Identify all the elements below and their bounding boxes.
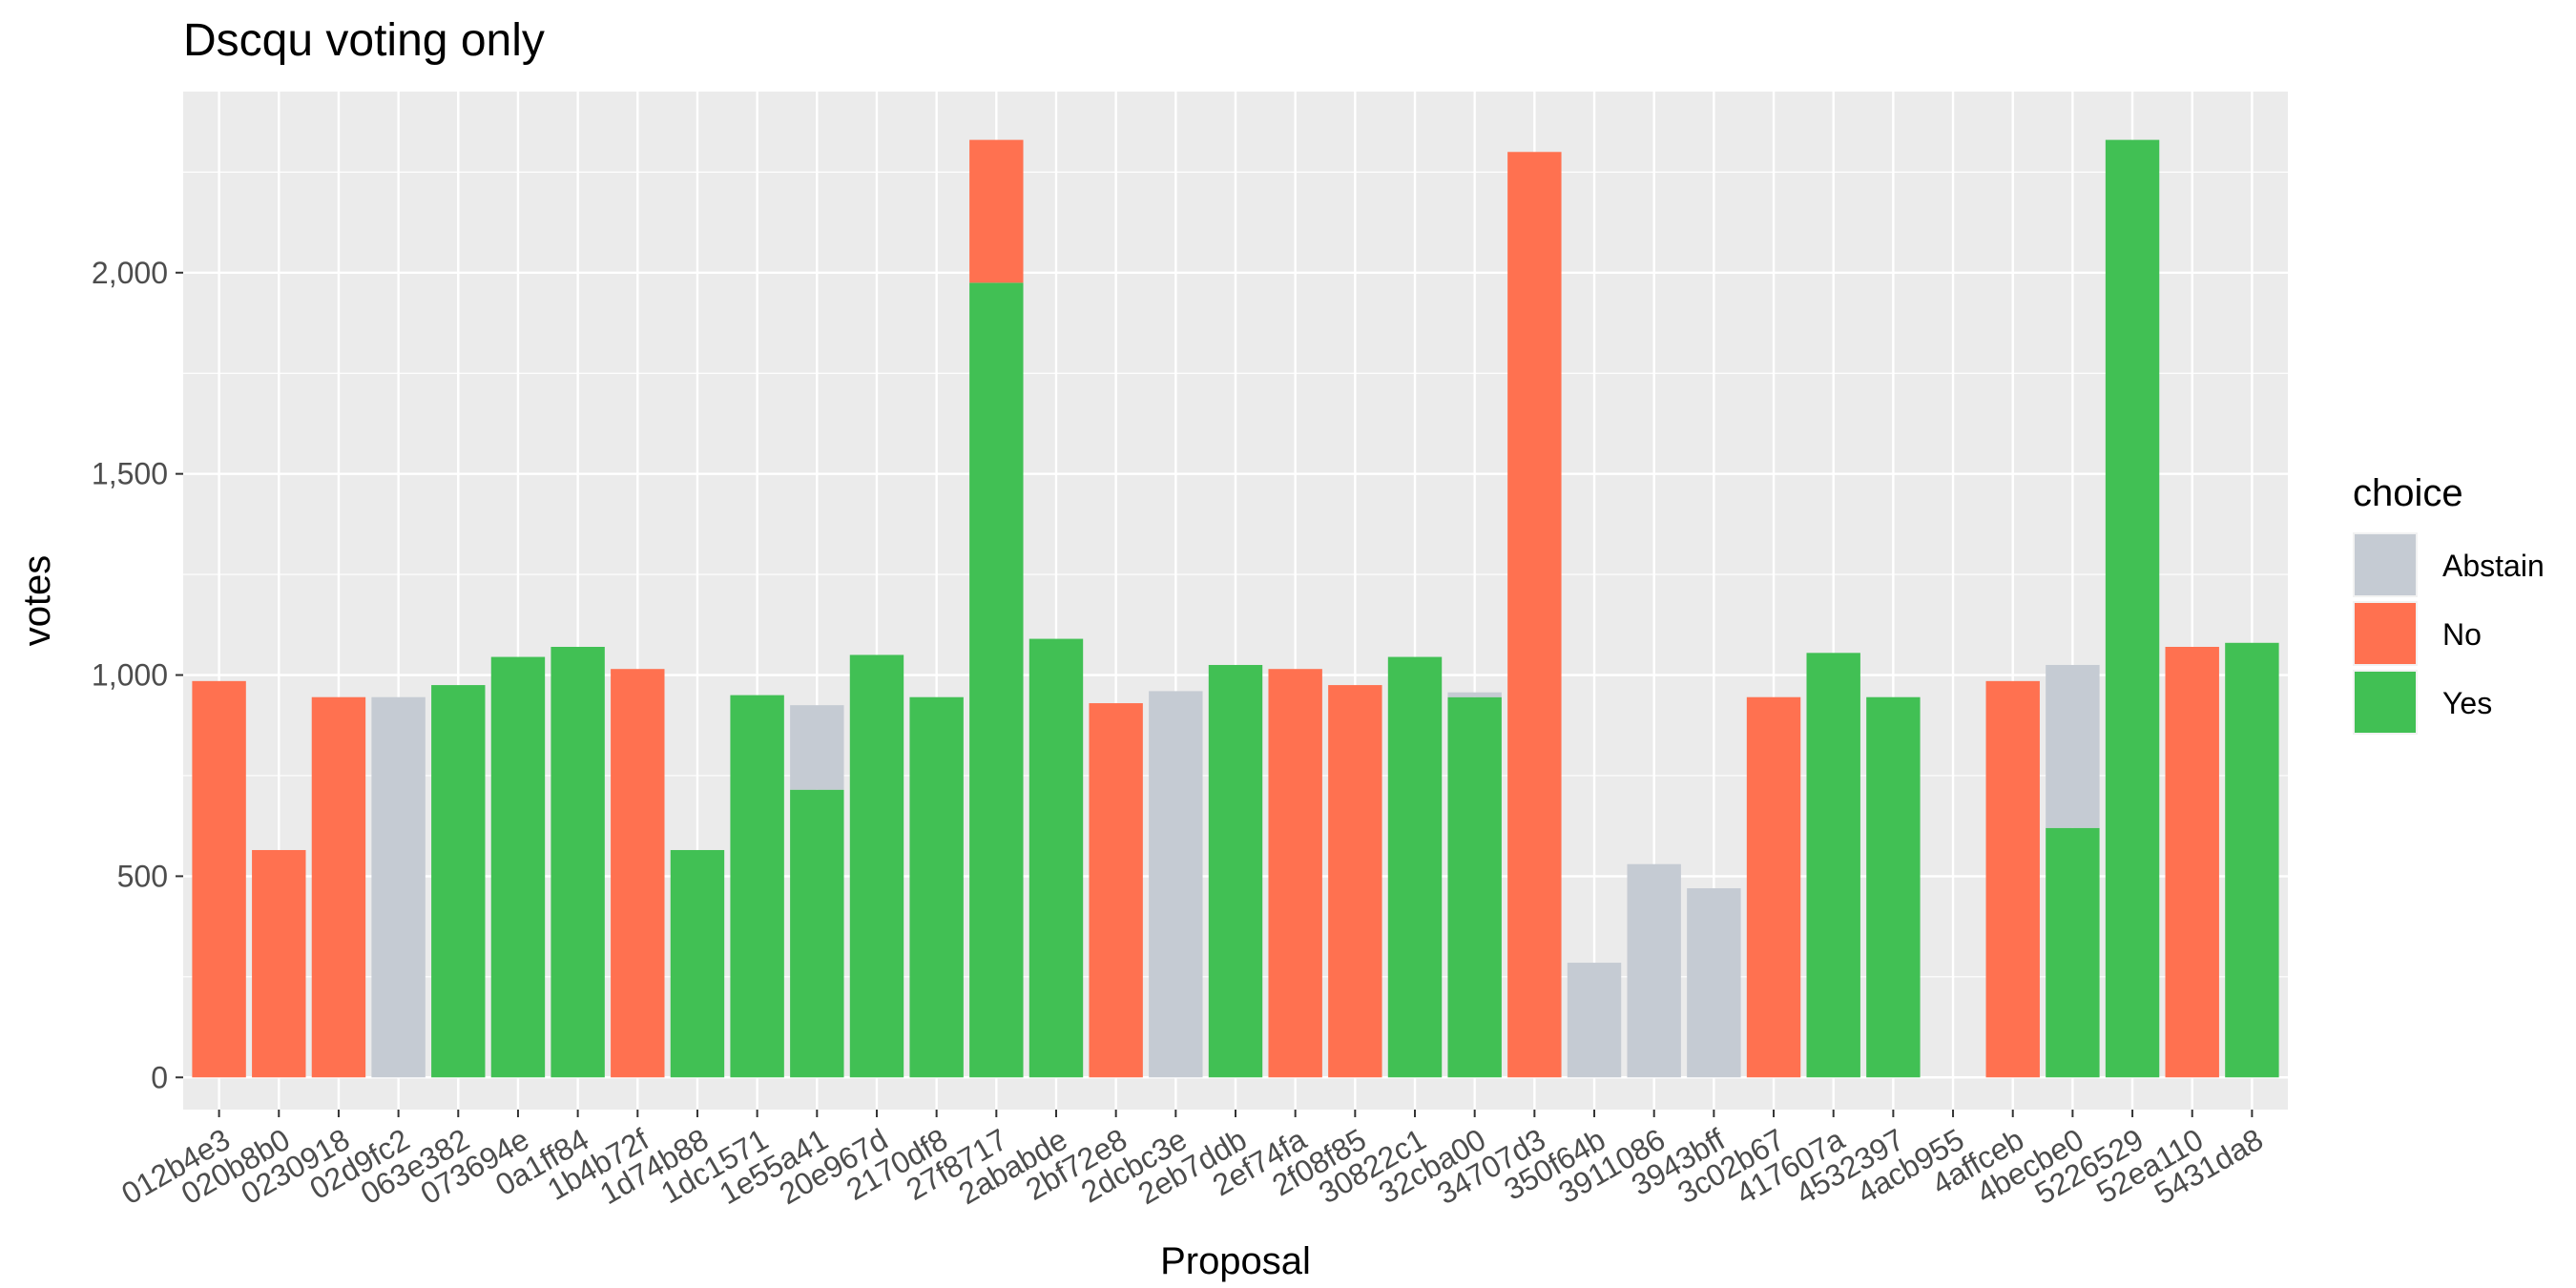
bar-32cba00-abstain xyxy=(1447,692,1502,697)
chart-title: Dscqu voting only xyxy=(183,15,545,66)
bar-30822c1-yes xyxy=(1387,656,1443,1078)
legend: choice Abstain No Yes xyxy=(2353,472,2545,735)
y-axis-title: votes xyxy=(16,555,58,647)
legend-label-yes: Yes xyxy=(2442,686,2492,720)
bar-1d74b88-yes xyxy=(670,849,725,1078)
legend-swatch-yes xyxy=(2355,672,2416,733)
bar-2bf72e8-no xyxy=(1089,703,1143,1078)
bar-34707d3-no xyxy=(1507,152,1562,1078)
bar-2ababde-yes xyxy=(1028,638,1084,1078)
y-tick-label-1: 500 xyxy=(117,859,168,893)
x-axis-title: Proposal xyxy=(1160,1240,1311,1282)
y-axis: 0 500 1,000 1,500 2,000 xyxy=(92,256,183,1094)
bar-1e55a41-yes xyxy=(790,789,844,1078)
bar-52ea110-no xyxy=(2165,647,2219,1078)
legend-swatch-no xyxy=(2355,603,2416,664)
bar-20e967d-yes xyxy=(849,654,904,1078)
bar-020b8b0-no xyxy=(252,849,306,1078)
bar-063e382-yes xyxy=(431,685,486,1078)
bar-3943bff-abstain xyxy=(1687,888,1741,1078)
bar-1b4b72f-no xyxy=(611,669,665,1078)
bar-5226529-yes xyxy=(2105,139,2160,1078)
y-tick-label-0: 0 xyxy=(151,1060,168,1094)
bars xyxy=(192,139,2279,1078)
y-tick-label-4: 2,000 xyxy=(92,256,168,290)
bar-1dc1571-yes xyxy=(730,695,784,1078)
bar-27f8717-yes xyxy=(969,282,1024,1078)
bar-4532397-yes xyxy=(1866,696,1921,1078)
legend-label-no: No xyxy=(2442,617,2482,652)
bar-4becbe0-abstain xyxy=(2046,664,2100,828)
bar-350f64b-abstain xyxy=(1567,963,1622,1078)
bar-2ef74fa-no xyxy=(1268,669,1322,1078)
bar-2f08f85-no xyxy=(1328,685,1382,1078)
bar-27f8717-no xyxy=(969,139,1024,283)
bar-0a1ff84-yes xyxy=(551,647,605,1078)
bar-1e55a41-abstain xyxy=(790,705,844,790)
y-tick-label-3: 1,500 xyxy=(92,457,168,491)
bar-2170df8-yes xyxy=(909,696,964,1078)
bar-02d9fc2-abstain xyxy=(371,696,426,1078)
bar-0230918-no xyxy=(311,696,366,1078)
bar-012b4e3-no xyxy=(192,680,246,1078)
bar-4becbe0-yes xyxy=(2046,827,2100,1078)
y-tick-label-2: 1,000 xyxy=(92,658,168,693)
bar-417607a-yes xyxy=(1806,653,1860,1078)
legend-swatch-abstain xyxy=(2355,534,2416,595)
bar-3c02b67-no xyxy=(1746,696,1801,1078)
bar-073694e-yes xyxy=(490,656,546,1078)
bar-3911086-abstain xyxy=(1627,863,1681,1078)
legend-title: choice xyxy=(2353,472,2463,514)
bar-32cba00-yes xyxy=(1447,696,1502,1078)
bar-5431da8-yes xyxy=(2225,642,2279,1078)
bar-2eb7ddb-yes xyxy=(1208,664,1263,1078)
legend-label-abstain: Abstain xyxy=(2442,549,2545,583)
bar-4affceb-no xyxy=(1985,680,2040,1078)
bar-2dcbc3e-abstain xyxy=(1149,691,1203,1078)
